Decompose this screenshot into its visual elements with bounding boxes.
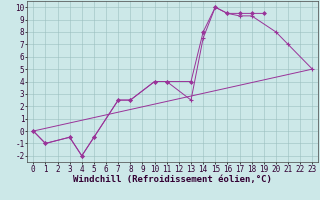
X-axis label: Windchill (Refroidissement éolien,°C): Windchill (Refroidissement éolien,°C) bbox=[73, 175, 272, 184]
